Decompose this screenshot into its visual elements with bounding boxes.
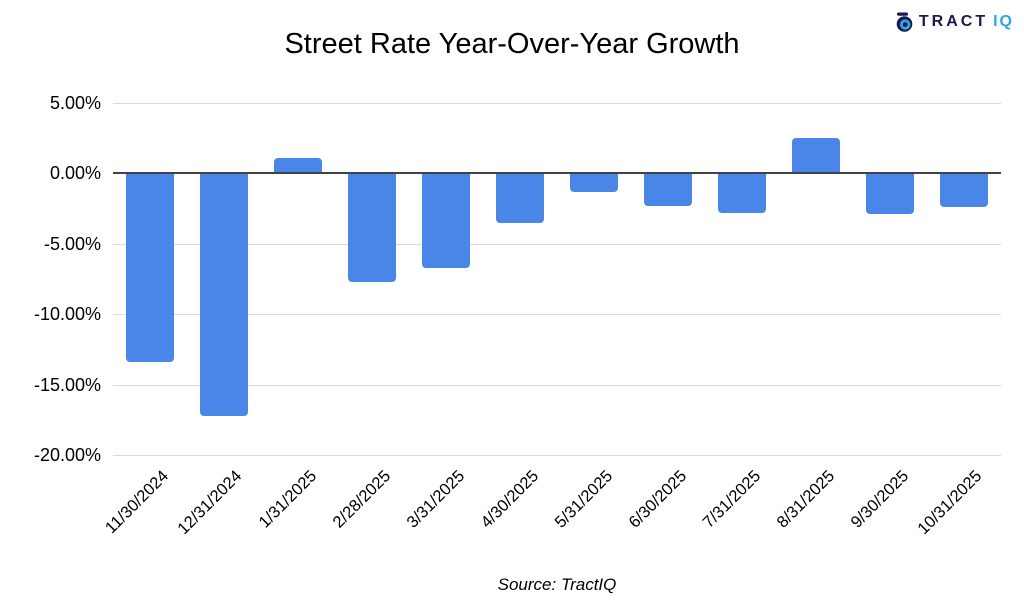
bar-2/28/2025 bbox=[348, 173, 396, 282]
x-axis-tick-label: 7/31/2025 bbox=[699, 467, 764, 532]
x-axis-tick-label: 3/31/2025 bbox=[403, 467, 468, 532]
chart-title: Street Rate Year-Over-Year Growth bbox=[284, 28, 740, 60]
y-axis-tick-label: 0.00% bbox=[49, 163, 101, 184]
x-axis-tick-label: 6/30/2025 bbox=[625, 467, 690, 532]
x-axis-tick-label: 8/31/2025 bbox=[773, 467, 838, 532]
gridline bbox=[113, 103, 1001, 104]
bar-9/30/2025 bbox=[866, 173, 914, 215]
gridline bbox=[113, 455, 1001, 456]
x-axis-tick-label: 5/31/2025 bbox=[551, 467, 616, 532]
bar-7/31/2025 bbox=[718, 173, 766, 213]
logo-text-accent: IQ bbox=[993, 13, 1014, 30]
bar-8/31/2025 bbox=[792, 138, 840, 174]
bar-10/31/2025 bbox=[940, 173, 988, 208]
y-axis-tick-label: -20.00% bbox=[33, 445, 101, 465]
bar-1/31/2025 bbox=[274, 157, 322, 174]
gridline bbox=[113, 243, 1001, 245]
bar-11/30/2024 bbox=[126, 173, 174, 363]
x-axis-tick-label: 4/30/2025 bbox=[477, 467, 542, 532]
bar-6/30/2025 bbox=[644, 173, 692, 206]
x-axis-tick-label: 12/31/2024 bbox=[174, 467, 246, 539]
x-axis-tick-label: 10/31/2025 bbox=[914, 467, 986, 539]
gridline bbox=[113, 384, 1001, 386]
y-axis-tick-label: -10.00% bbox=[33, 304, 101, 325]
bar-4/30/2025 bbox=[496, 173, 544, 223]
source-note: Source: TractIQ bbox=[497, 575, 617, 594]
zero-axis-line bbox=[113, 172, 1001, 175]
y-axis-tick-label: -5.00% bbox=[43, 233, 101, 254]
x-axis-tick-label: 9/30/2025 bbox=[847, 467, 912, 532]
x-axis-tick-label: 2/28/2025 bbox=[329, 467, 394, 532]
x-axis-tick-label: 1/31/2025 bbox=[255, 467, 320, 532]
gridline bbox=[113, 314, 1001, 316]
x-axis-tick-label: 11/30/2024 bbox=[101, 467, 172, 538]
y-axis-tick-label: 5.00% bbox=[49, 93, 101, 113]
bar-12/31/2024 bbox=[200, 173, 248, 416]
bar-3/31/2025 bbox=[422, 173, 470, 268]
logo-text-primary: TRACT bbox=[918, 13, 989, 30]
tractiq-logo: TRACT IQ bbox=[895, 12, 1014, 32]
y-axis-tick-label: -15.00% bbox=[33, 374, 101, 395]
bar-5/31/2025 bbox=[570, 173, 618, 192]
tractiq-eye-icon bbox=[895, 12, 915, 32]
